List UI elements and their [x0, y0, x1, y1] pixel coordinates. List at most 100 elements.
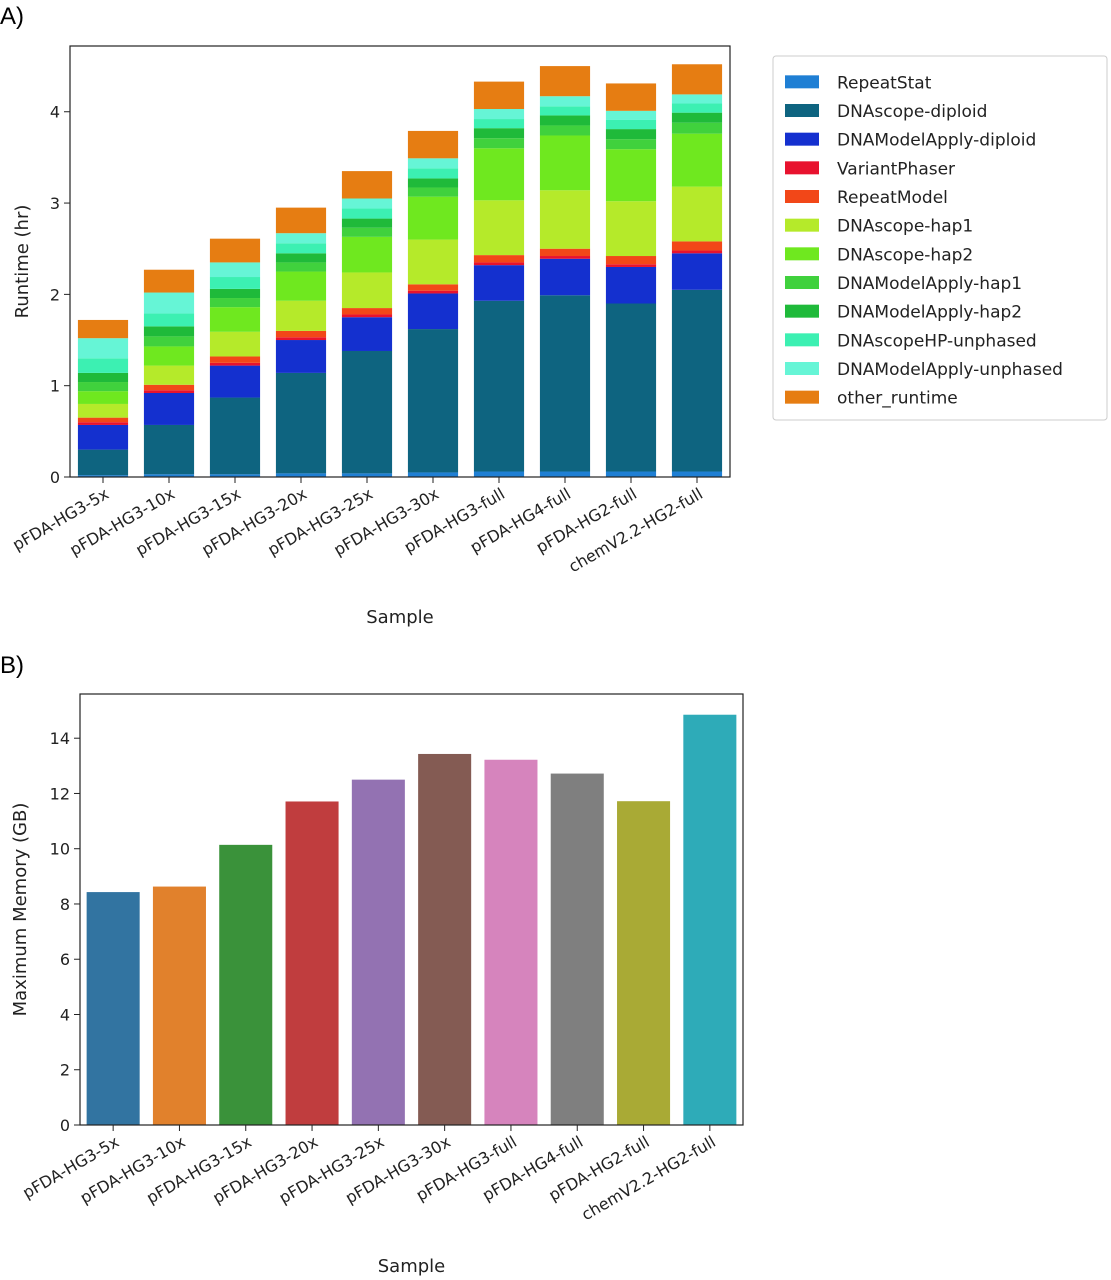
legend-label-dnascope-diploid: DNAscope-diploid	[837, 102, 987, 122]
bar-segment-other_runtime-1	[143, 269, 195, 293]
bar-5	[418, 753, 472, 1125]
bar-segment-dnascope-diploid-8	[605, 303, 657, 472]
legend-frame	[772, 55, 1108, 421]
bar-segment-dnascope-hap1-7	[539, 190, 591, 249]
bar-segment-dnamodelapply-hap1-3	[275, 262, 327, 272]
plot-frame	[79, 693, 744, 1126]
bar-2	[219, 844, 273, 1125]
bar-segment-dnamodelapply-unphased-5	[407, 158, 459, 169]
bar-segment-dnamodelapply-hap1-7	[539, 125, 591, 136]
bar-segment-repeatmodel-5	[407, 284, 459, 291]
legend-swatch-dnascope-diploid	[785, 104, 819, 117]
bar-segment-other_runtime-9	[671, 64, 723, 95]
plot-frame	[69, 45, 731, 478]
legend-label-dnamodelapply-diploid: DNAModelApply-diploid	[837, 131, 1036, 151]
y-tick-label: 0	[50, 468, 60, 487]
bar-segment-dnascope-hap2-4	[341, 236, 393, 273]
bar-segment-dnascopehp-unphased-9	[671, 103, 723, 113]
legend-label-repeatmodel: RepeatModel	[837, 188, 948, 208]
bar-segment-dnamodelapply-unphased-9	[671, 94, 723, 104]
bar-segment-dnascope-diploid-1	[143, 424, 195, 475]
memory-bar-chart: pFDA-HG3-5xpFDA-HG3-10xpFDA-HG3-15xpFDA-…	[10, 693, 744, 1277]
bar-segment-repeatstat-5	[407, 472, 459, 477]
legend-swatch-dnascope-hap2	[785, 247, 819, 261]
bar-segment-dnascope-hap1-4	[341, 272, 393, 309]
legend-swatch-dnamodelapply-hap1	[785, 276, 819, 289]
bar-segment-dnascope-hap1-1	[143, 365, 195, 385]
y-axis-label: Maximum Memory (GB)	[10, 803, 31, 1017]
y-tick-label: 2	[50, 285, 60, 304]
bar-segment-dnamodelapply-hap2-5	[407, 178, 459, 188]
bar-segment-dnamodelapply-unphased-0	[77, 338, 129, 359]
bar-segment-dnamodelapply-unphased-7	[539, 96, 591, 107]
bar-segment-other_runtime-6	[473, 81, 525, 110]
bar-segment-other_runtime-7	[539, 66, 591, 97]
bar-segment-variantphaser-2	[209, 362, 261, 366]
bar-segment-dnascopehp-unphased-1	[143, 313, 195, 327]
bar-segment-repeatstat-7	[539, 471, 591, 477]
bar-segment-dnascope-hap1-6	[473, 200, 525, 256]
y-tick-label: 2	[60, 1061, 70, 1080]
bar-segment-dnascope-hap2-1	[143, 346, 195, 366]
bar-segment-repeatmodel-6	[473, 255, 525, 263]
bar-9	[683, 714, 737, 1125]
legend-label-dnascope-hap1: DNAscope-hap1	[837, 217, 973, 237]
bar-segment-dnascope-hap2-9	[671, 133, 723, 187]
x-axis-label: Sample	[378, 1256, 446, 1277]
runtime-stacked-bar-chart: pFDA-HG3-5xpFDA-HG3-10xpFDA-HG3-15xpFDA-…	[9, 45, 1108, 628]
bar-segment-repeatmodel-2	[209, 356, 261, 363]
bar-segment-other_runtime-8	[605, 83, 657, 111]
bar-segment-dnamodelapply-hap1-9	[671, 122, 723, 134]
legend-swatch-repeatstat	[785, 75, 819, 89]
legend-label-dnascopehp-unphased: DNAscopeHP-unphased	[837, 331, 1037, 351]
bar-segment-dnamodelapply-hap1-2	[209, 298, 261, 308]
bar-segment-dnamodelapply-hap1-4	[341, 227, 393, 237]
bar-segment-dnamodelapply-hap2-6	[473, 128, 525, 139]
bar-1	[152, 886, 206, 1125]
bar-segment-repeatstat-3	[275, 473, 327, 477]
bar-7	[550, 773, 604, 1125]
bar-segment-variantphaser-8	[605, 264, 657, 267]
bar-segment-dnamodelapply-diploid-5	[407, 293, 459, 330]
bar-segment-dnascopehp-unphased-8	[605, 119, 657, 130]
bar-segment-repeatstat-8	[605, 471, 657, 477]
bar-segment-other_runtime-4	[341, 171, 393, 199]
bar-segment-dnascope-diploid-7	[539, 295, 591, 472]
legend-swatch-dnascope-hap1	[785, 218, 819, 232]
bar-segment-dnascope-diploid-2	[209, 397, 261, 475]
bar-segment-dnascope-hap2-6	[473, 148, 525, 201]
bar-segment-dnascopehp-unphased-7	[539, 106, 591, 116]
bar-segment-dnamodelapply-diploid-3	[275, 340, 327, 373]
bar-segment-repeatmodel-9	[671, 241, 723, 251]
bar-segment-other_runtime-5	[407, 130, 459, 159]
y-tick-label: 14	[50, 729, 70, 748]
bar-segment-repeatmodel-1	[143, 384, 195, 391]
legend: RepeatStat DNAscope-diploid DNAModelApply-…	[772, 55, 1108, 421]
bar-segment-dnascope-diploid-3	[275, 372, 327, 474]
y-tick-label: 0	[60, 1116, 70, 1135]
y-tick-label: 3	[50, 194, 60, 213]
panel-a-label: A)	[0, 3, 24, 30]
bar-segment-dnascope-hap2-7	[539, 135, 591, 191]
bar-segment-repeatstat-2	[209, 474, 261, 477]
bar-segment-dnamodelapply-diploid-0	[77, 424, 129, 450]
x-axis-label: Sample	[366, 607, 434, 628]
bar-segment-repeatstat-4	[341, 473, 393, 477]
bar-segment-repeatmodel-4	[341, 308, 393, 315]
bar-segment-dnascopehp-unphased-5	[407, 168, 459, 179]
legend-swatch-repeatmodel	[785, 190, 819, 203]
bar-segment-dnamodelapply-hap2-3	[275, 253, 327, 263]
bar-segment-dnamodelapply-hap2-0	[77, 372, 129, 383]
bar-segment-repeatmodel-0	[77, 417, 129, 423]
bar-segment-dnascopehp-unphased-4	[341, 208, 393, 219]
bar-segment-variantphaser-5	[407, 290, 459, 294]
bar-segment-variantphaser-7	[539, 256, 591, 259]
bar-segment-dnamodelapply-hap1-0	[77, 382, 129, 392]
bar-segment-dnascope-hap2-8	[605, 149, 657, 202]
bar-segment-other_runtime-0	[77, 319, 129, 339]
bar-segment-variantphaser-9	[671, 250, 723, 254]
bar-segment-dnascopehp-unphased-2	[209, 277, 261, 289]
bar-segment-dnamodelapply-unphased-4	[341, 198, 393, 209]
bar-segment-dnamodelapply-diploid-2	[209, 365, 261, 398]
